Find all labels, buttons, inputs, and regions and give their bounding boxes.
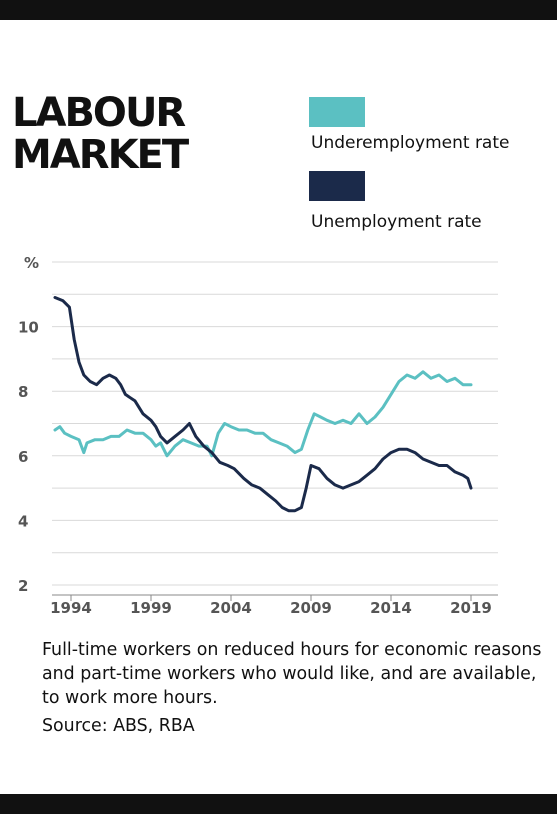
legend-swatch-underemployment bbox=[309, 97, 365, 127]
x-tick-label: 2019 bbox=[450, 599, 492, 617]
series-line-underemployment bbox=[53, 370, 473, 458]
y-tick-label: 8 bbox=[18, 383, 28, 401]
legend-label-underemployment: Underemployment rate bbox=[311, 133, 510, 153]
bottom-border-bar bbox=[0, 794, 557, 814]
x-tick-label: 2004 bbox=[210, 599, 252, 617]
chart-source: Source: ABS, RBA bbox=[42, 716, 195, 736]
y-axis-unit-label: % bbox=[24, 254, 39, 272]
x-tick-label: 2009 bbox=[290, 599, 332, 617]
x-tick-label: 1999 bbox=[130, 599, 172, 617]
line-chart: 2 4 6 8 10% 1994 1999 2004 2009 2014 2019 bbox=[18, 254, 498, 617]
y-tick-label: 10 bbox=[18, 319, 39, 337]
x-tick-label: 1994 bbox=[50, 599, 92, 617]
chart-caption: Full-time workers on reduced hours for e… bbox=[42, 640, 542, 708]
legend-label-unemployment: Unemployment rate bbox=[311, 212, 482, 232]
x-tick-label: 2014 bbox=[370, 599, 412, 617]
y-tick-label: 2 bbox=[18, 577, 28, 595]
top-border-bar bbox=[0, 0, 557, 20]
series-line-unemployment bbox=[53, 296, 473, 513]
chart-title: LABOUR MARKET bbox=[12, 90, 189, 178]
y-tick-label: 6 bbox=[18, 448, 28, 466]
y-tick-label: 4 bbox=[18, 512, 28, 530]
legend-swatch-unemployment bbox=[309, 171, 365, 201]
